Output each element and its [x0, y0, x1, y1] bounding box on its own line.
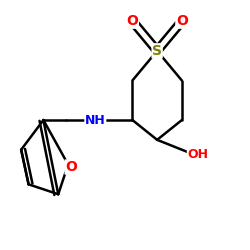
Text: NH: NH	[85, 114, 106, 126]
Text: O: O	[126, 14, 138, 28]
Text: O: O	[176, 14, 188, 28]
Text: O: O	[65, 160, 77, 174]
Text: OH: OH	[188, 148, 208, 161]
Text: S: S	[152, 44, 162, 58]
